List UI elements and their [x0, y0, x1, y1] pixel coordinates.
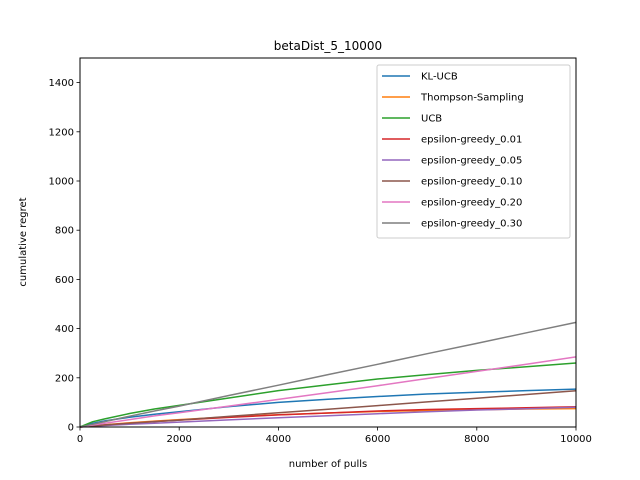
x-tick-label-3: 6000	[365, 434, 390, 445]
y-tick-label-7: 1400	[49, 78, 74, 89]
x-tick-label-4: 8000	[464, 434, 489, 445]
legend: KL-UCB Thompson-Sampling UCB epsilon-greedy…	[376, 64, 571, 239]
y-tick-label-6: 1200	[49, 127, 74, 138]
y-axis-label: cumulative regret	[18, 197, 29, 286]
legend-label-3: epsilon-greedy_0.01	[421, 135, 522, 146]
chart-title: betaDist_5_10000	[274, 39, 382, 53]
plot-frame	[79, 57, 577, 428]
y-tick-label-5: 1000	[49, 177, 74, 188]
x-tick-label-5: 10000	[560, 434, 592, 445]
series-line-5	[79, 390, 577, 428]
x-axis-ticks: 0 2000 4000 6000 8000 10000	[77, 427, 592, 445]
legend-label-6: epsilon-greedy_0.20	[421, 198, 522, 209]
series-line-2	[79, 362, 577, 428]
legend-box	[376, 64, 571, 239]
legend-label-0: KL-UCB	[421, 72, 458, 83]
y-tick-label-3: 600	[55, 275, 74, 286]
legend-label-7: epsilon-greedy_0.30	[421, 219, 522, 230]
legend-label-5: epsilon-greedy_0.10	[421, 177, 522, 188]
legend-label-1: Thompson-Sampling	[420, 93, 524, 104]
x-tick-label-1: 2000	[166, 434, 191, 445]
y-tick-label-4: 800	[55, 226, 74, 237]
series-layer	[79, 321, 577, 428]
legend-label-4: epsilon-greedy_0.05	[421, 156, 522, 167]
y-axis-ticks: 0 200 400 600 800 1000 1200 1400	[49, 78, 80, 434]
y-tick-label-2: 400	[55, 324, 74, 335]
series-line-7	[79, 321, 577, 428]
y-tick-label-0: 0	[68, 423, 74, 434]
x-tick-label-2: 4000	[266, 434, 291, 445]
legend-label-2: UCB	[421, 114, 442, 125]
x-axis-label: number of pulls	[289, 459, 367, 470]
series-line-6	[79, 356, 577, 428]
y-tick-label-1: 200	[55, 373, 74, 384]
x-tick-label-0: 0	[77, 434, 83, 445]
